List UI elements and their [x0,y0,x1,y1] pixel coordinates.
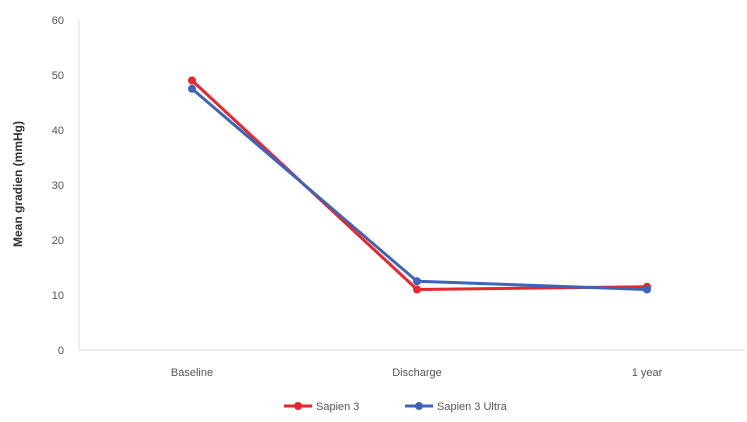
y-tick-label: 30 [52,180,64,192]
legend-label: Sapien 3 Ultra [437,401,508,413]
series-1 [188,84,651,294]
series-line [190,79,648,291]
data-point [188,84,196,93]
y-tick-label: 20 [52,235,64,247]
y-tick-label: 40 [52,125,64,137]
y-tick-label: 50 [52,70,64,82]
x-tick-label: Baseline [171,367,213,379]
data-point [188,76,196,85]
y-axis-label: Mean gradien (mmHg) [11,121,25,247]
legend-swatch-marker [415,402,423,410]
legend-label: Sapien 3 [316,401,359,413]
series-line [191,87,648,291]
x-tick-labels: Baseline Discharge 1 year [171,367,663,379]
legend-item: Sapien 3 [284,401,359,413]
legend-swatch-marker [294,402,302,410]
legend-item: Sapien 3 Ultra [405,401,508,413]
data-point [643,285,651,294]
data-point [413,285,421,294]
series-layer [188,76,651,294]
y-tick-label: 60 [52,15,64,27]
y-tick-label: 10 [52,290,64,302]
y-tick-labels: 0 10 20 30 40 50 60 [52,15,64,357]
x-tick-label: 1 year [632,367,663,379]
x-tick-label: Discharge [392,367,442,379]
axes [78,20,745,351]
series-0 [188,76,651,294]
y-tick-label: 0 [58,345,64,357]
data-point [413,277,421,286]
legend: Sapien 3 Sapien 3 Ultra [284,401,508,413]
